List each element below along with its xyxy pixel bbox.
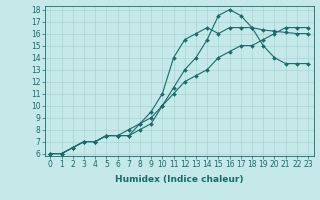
X-axis label: Humidex (Indice chaleur): Humidex (Indice chaleur) bbox=[115, 175, 244, 184]
